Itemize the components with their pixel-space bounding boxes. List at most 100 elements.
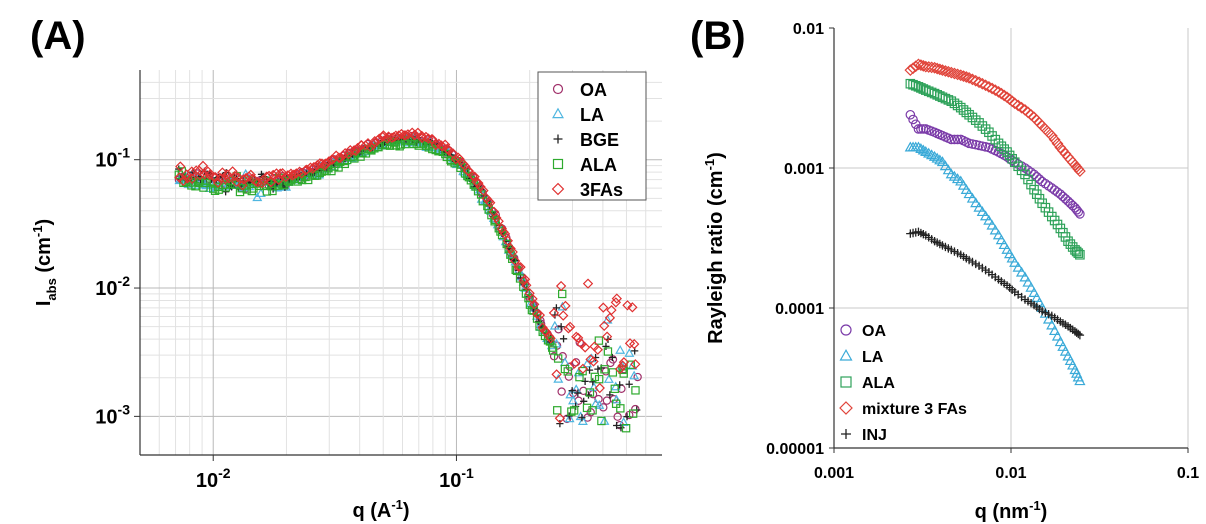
data-point xyxy=(945,66,958,79)
data-point xyxy=(599,320,610,332)
legend-marker xyxy=(551,182,565,196)
data-point xyxy=(1074,329,1083,339)
data-point xyxy=(611,399,621,408)
data-point xyxy=(621,424,631,433)
data-point xyxy=(998,239,1010,250)
data-point xyxy=(913,124,924,134)
data-point xyxy=(568,395,579,405)
data-point xyxy=(524,293,533,303)
data-point xyxy=(402,129,414,140)
data-point xyxy=(602,342,610,350)
data-point xyxy=(499,228,511,240)
data-point xyxy=(917,144,929,155)
data-point xyxy=(960,71,973,83)
legend-label: mixture 3 FAs xyxy=(862,401,967,418)
data-point xyxy=(1019,271,1031,282)
data-point xyxy=(564,413,575,423)
data-point xyxy=(992,229,1005,240)
data-point xyxy=(598,302,609,313)
data-point xyxy=(986,82,998,95)
legend-label: LA xyxy=(580,105,604,125)
data-point xyxy=(1012,261,1024,272)
data-point xyxy=(563,367,572,376)
data-point xyxy=(338,149,349,161)
panel-label-a: (A) xyxy=(30,14,86,58)
data-point xyxy=(618,357,630,368)
data-point xyxy=(603,347,613,356)
data-point xyxy=(1048,325,1061,336)
data-point xyxy=(600,365,609,374)
data-point xyxy=(560,300,571,312)
data-point xyxy=(951,68,964,81)
data-point xyxy=(590,372,600,382)
series-mixture-3-fas xyxy=(904,58,1086,178)
data-point xyxy=(527,293,538,305)
data-point xyxy=(585,366,594,374)
data-point xyxy=(949,134,960,145)
data-point xyxy=(592,344,603,355)
data-point xyxy=(578,414,586,422)
data-point xyxy=(608,353,616,362)
data-point xyxy=(286,170,298,181)
data-point xyxy=(1060,194,1071,204)
data-point xyxy=(625,380,633,388)
data-point xyxy=(1073,165,1086,178)
data-point xyxy=(1020,169,1030,180)
data-point xyxy=(320,158,331,169)
legend-label: BGE xyxy=(580,130,619,150)
data-point xyxy=(999,144,1010,154)
data-point xyxy=(1015,101,1028,114)
data-point xyxy=(585,388,595,397)
data-point xyxy=(599,403,608,412)
legend-marker xyxy=(840,376,852,388)
data-point xyxy=(967,112,978,123)
data-point xyxy=(597,416,606,426)
data-point xyxy=(1075,249,1085,260)
data-point xyxy=(467,170,479,182)
y-axis-label: Iabs (cm-1) xyxy=(30,219,59,306)
data-point xyxy=(208,171,219,182)
data-point xyxy=(1007,154,1017,164)
data-point xyxy=(545,337,555,346)
data-point xyxy=(920,145,932,157)
data-point xyxy=(631,404,640,414)
y-tick-label: 0.01 xyxy=(793,21,824,38)
data-point xyxy=(202,166,214,177)
data-point xyxy=(630,359,641,370)
data-point xyxy=(966,192,979,203)
data-point xyxy=(395,142,404,151)
legend-marker xyxy=(552,107,564,119)
data-point xyxy=(531,308,543,320)
data-point xyxy=(963,72,976,84)
data-point xyxy=(588,406,597,415)
data-point xyxy=(961,107,972,118)
data-point xyxy=(963,188,975,199)
data-point xyxy=(308,161,320,173)
data-point xyxy=(628,409,638,418)
legend-marker xyxy=(552,158,564,170)
data-point xyxy=(473,177,484,189)
data-point xyxy=(545,333,556,344)
legend-marker xyxy=(841,429,851,439)
chart-b: 0.001 0.01 0.1 0.00001 0.0001 0.001 0.01 q (nm-… xyxy=(702,21,1199,523)
x-axis-label: q (A-1) xyxy=(352,497,409,522)
data-point xyxy=(247,186,256,196)
data-point xyxy=(1023,174,1033,185)
y-axis-label: Rayleigh ratio (cm-1) xyxy=(702,152,727,344)
legend-marker xyxy=(839,401,853,415)
data-point xyxy=(229,170,241,182)
y-tick-label: 0.00001 xyxy=(766,441,824,458)
data-point xyxy=(601,331,613,342)
data-point xyxy=(209,184,218,193)
data-point xyxy=(505,243,516,254)
data-point xyxy=(262,187,272,196)
data-point xyxy=(982,80,995,93)
data-point xyxy=(573,367,584,377)
legend-label: ALA xyxy=(862,375,895,392)
data-point xyxy=(558,289,567,299)
data-point xyxy=(1029,169,1039,180)
data-point xyxy=(201,178,210,188)
data-point xyxy=(579,342,591,353)
y-tick-label: 10-3 xyxy=(95,401,130,428)
data-point xyxy=(175,161,186,172)
